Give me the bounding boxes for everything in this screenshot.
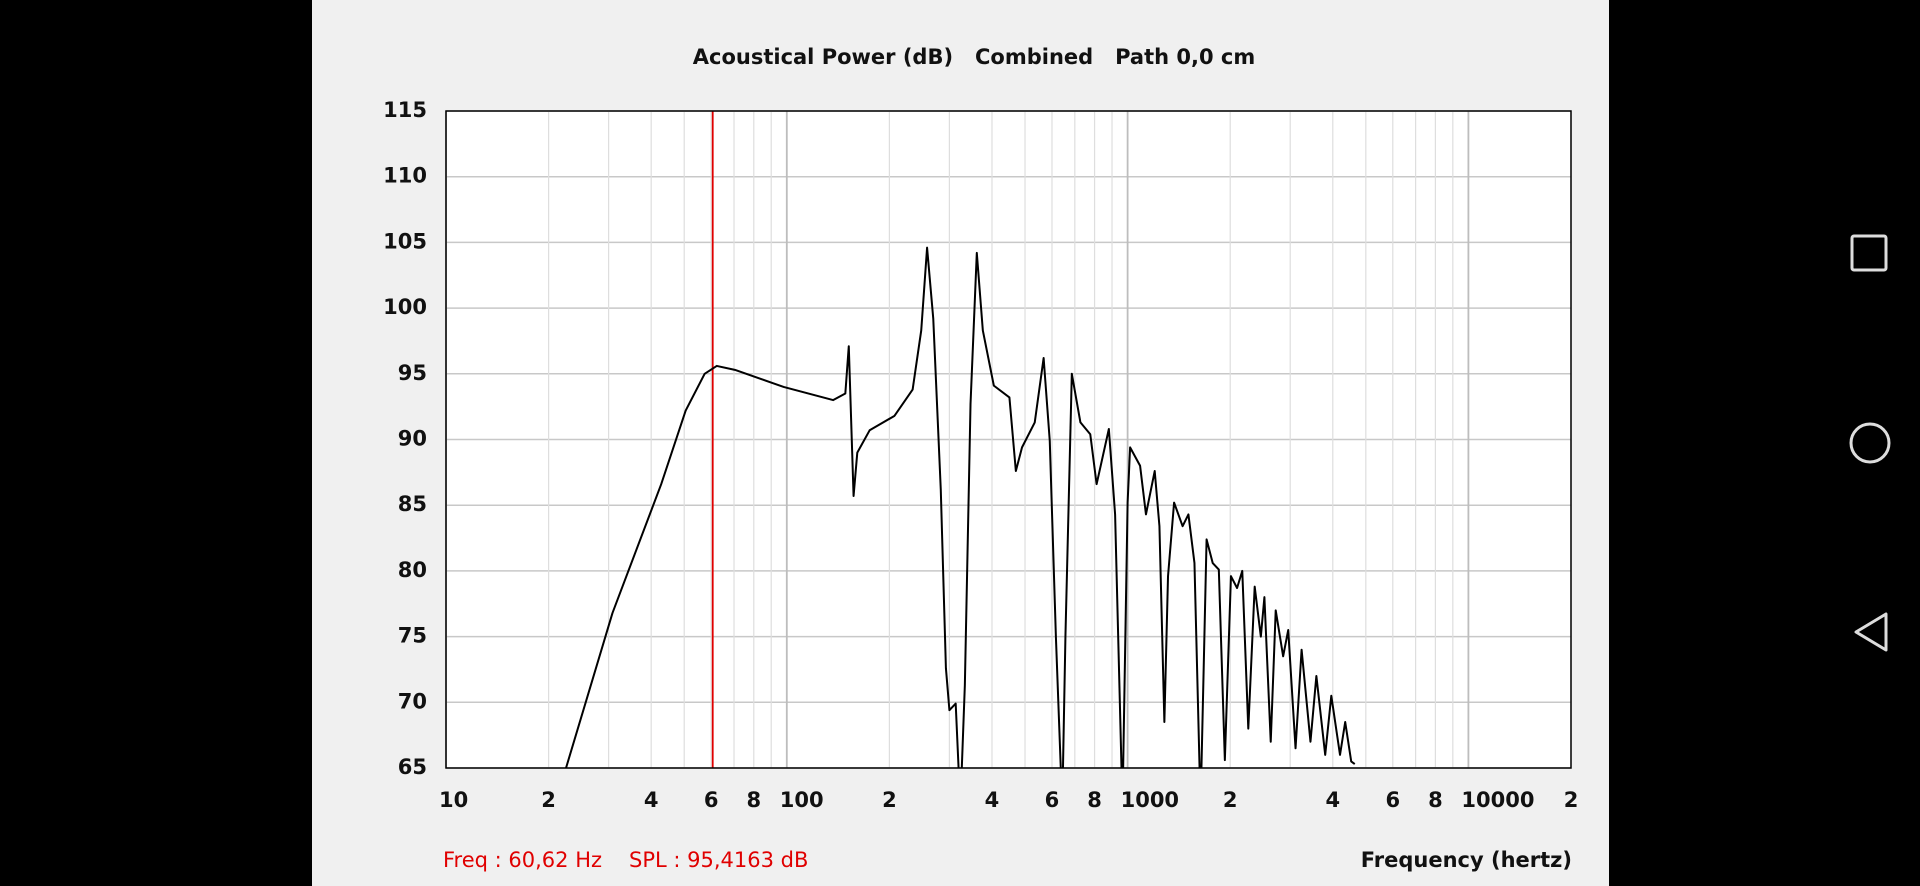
x-tick-label: 8 bbox=[1428, 788, 1443, 812]
grid bbox=[445, 110, 1572, 769]
y-tick-label: 115 bbox=[383, 98, 427, 122]
y-tick-label: 95 bbox=[398, 361, 427, 385]
x-tick-label: 8 bbox=[1087, 788, 1102, 812]
y-tick-label: 90 bbox=[398, 427, 427, 451]
cursor-spl: SPL : 95,4163 dB bbox=[629, 848, 808, 872]
x-tick-label: 10 bbox=[439, 788, 468, 812]
x-tick-label: 2 bbox=[1564, 788, 1579, 812]
y-tick-label: 75 bbox=[398, 624, 427, 648]
x-tick-label: 2 bbox=[882, 788, 897, 812]
x-axis-label: Frequency (hertz) bbox=[1361, 848, 1572, 872]
nav-recent[interactable] bbox=[1850, 234, 1888, 272]
x-tick-label: 6 bbox=[1045, 788, 1060, 812]
x-tick-label: 4 bbox=[644, 788, 659, 812]
x-tick-label: 6 bbox=[1385, 788, 1400, 812]
y-tick-label: 80 bbox=[398, 558, 427, 582]
marks bbox=[565, 111, 1356, 768]
x-tick-label: 2 bbox=[541, 788, 556, 812]
y-tick-label: 85 bbox=[398, 492, 427, 516]
x-tick-label: 10000 bbox=[1461, 788, 1534, 812]
x-tick-label: 1000 bbox=[1121, 788, 1179, 812]
x-tick-label: 100 bbox=[780, 788, 824, 812]
x-tick-label: 2 bbox=[1223, 788, 1238, 812]
response-line bbox=[565, 246, 1356, 768]
cursor-freq: Freq : 60,62 Hz bbox=[443, 848, 602, 872]
y-tick-label: 110 bbox=[383, 164, 427, 188]
x-tick-label: 4 bbox=[985, 788, 1000, 812]
nav-home[interactable] bbox=[1849, 422, 1891, 464]
y-tick-label: 70 bbox=[398, 689, 427, 713]
y-tick-label: 65 bbox=[398, 755, 427, 779]
chart-title: Acoustical Power (dB) Combined Path 0,0 … bbox=[693, 45, 1256, 69]
nav-back[interactable] bbox=[1854, 612, 1888, 652]
x-tick-label: 4 bbox=[1325, 788, 1340, 812]
x-tick-label: 8 bbox=[746, 788, 761, 812]
x-tick-label: 6 bbox=[704, 788, 719, 812]
y-tick-label: 100 bbox=[383, 295, 427, 319]
plot-frame bbox=[445, 110, 1572, 769]
y-tick-label: 105 bbox=[383, 229, 427, 253]
